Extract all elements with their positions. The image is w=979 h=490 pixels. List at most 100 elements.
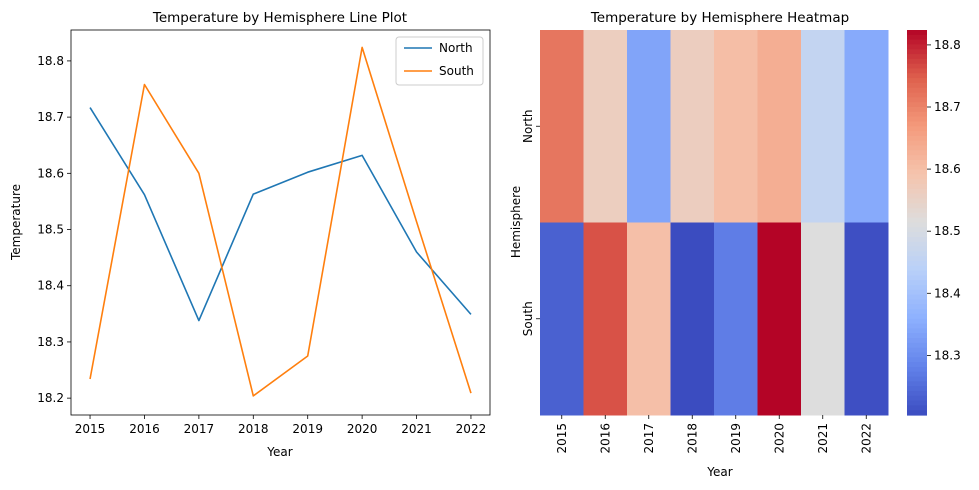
colorbar-segment — [907, 58, 927, 65]
colorbar-segment — [907, 222, 927, 228]
heatmap-y-axis-label: Hemisphere — [509, 186, 523, 258]
colorbar-segment — [907, 251, 927, 257]
heatmap-cell — [801, 30, 845, 223]
colorbar-segment — [907, 410, 927, 416]
line-y-tick-label: 18.2 — [37, 391, 64, 405]
line-y-tick-label: 18.8 — [37, 54, 64, 68]
colorbar-segment — [907, 280, 927, 286]
heatmap-chart: Temperature by Hemisphere Heatmap 2015 20… — [509, 10, 961, 479]
colorbar-segment — [907, 328, 927, 334]
colorbar-segment — [907, 318, 927, 325]
heatmap-x-tick-label: 2018 — [685, 423, 699, 454]
heatmap-cell — [757, 30, 802, 223]
heatmap-cell — [670, 30, 715, 223]
line-y-tick-label: 18.6 — [37, 166, 64, 180]
colorbar-segment — [907, 102, 927, 108]
colorbar-segment — [907, 400, 927, 406]
colorbar-segment — [907, 352, 927, 358]
colorbar-segment — [907, 246, 927, 252]
heatmap-x-axis-label: Year — [706, 465, 732, 479]
heatmap-y-tick-label: North — [521, 109, 535, 143]
colorbar-segment — [907, 34, 927, 41]
colorbar-segment — [907, 265, 927, 272]
colorbar-segment — [907, 49, 927, 55]
series-line-south — [89, 46, 472, 397]
heatmap-cell — [540, 222, 584, 416]
line-y-axis-label: Temperature — [9, 184, 23, 261]
series-line-north — [89, 107, 472, 322]
colorbar-segment — [907, 164, 927, 171]
heatmap-cell — [714, 222, 758, 416]
colorbar-segment — [907, 188, 927, 195]
line-x-tick-label: 2015 — [75, 422, 106, 436]
colorbar-segment — [907, 198, 927, 204]
colorbar-tick-label: 18.8 — [934, 38, 961, 52]
colorbar-segment — [907, 54, 927, 60]
colorbar-segment — [907, 386, 927, 392]
colorbar-segment — [907, 285, 927, 291]
colorbar-segment — [907, 256, 927, 262]
colorbar-segment — [907, 323, 927, 329]
heatmap-x-tick-label: 2015 — [555, 423, 569, 454]
colorbar-segment — [907, 92, 927, 98]
colorbar-segment — [907, 227, 927, 233]
heatmap-cell — [757, 222, 802, 416]
colorbar-segment — [907, 155, 927, 161]
heatmap-x-ticks: 2015 2016 2017 2018 2019 2020 2021 2022 — [555, 415, 873, 454]
legend-box — [395, 36, 484, 86]
line-chart: Temperature by Hemisphere Line Plot 2015… — [9, 10, 491, 459]
heatmap-x-tick-label: 2022 — [859, 423, 873, 454]
colorbar-segment — [907, 366, 927, 373]
colorbar-segment — [907, 405, 927, 411]
colorbar-segment — [907, 304, 927, 310]
colorbar-segment — [907, 111, 927, 118]
colorbar-segment — [907, 347, 927, 354]
colorbar-segment — [907, 270, 927, 277]
colorbar-segment — [907, 203, 927, 209]
colorbar-segment — [907, 395, 927, 402]
colorbar-segment — [907, 390, 927, 397]
heatmap-cell — [670, 222, 715, 416]
heatmap-x-tick-label: 2020 — [772, 423, 786, 454]
heatmap-cell — [844, 30, 889, 223]
colorbar-segment — [907, 145, 927, 151]
colorbar-segment — [907, 82, 927, 89]
colorbar-segment — [907, 73, 927, 79]
colorbar-segment — [907, 208, 927, 214]
heatmap-cell — [583, 30, 628, 223]
colorbar-segment — [907, 193, 927, 200]
colorbar-segment — [907, 121, 927, 127]
heatmap-cell — [844, 222, 889, 416]
line-x-tick-label: 2022 — [456, 422, 487, 436]
line-chart-title: Temperature by Hemisphere Line Plot — [152, 10, 407, 26]
line-x-tick-label: 2021 — [401, 422, 432, 436]
heatmap-cell — [627, 222, 671, 416]
colorbar-segment — [907, 131, 927, 137]
colorbar-tick-label: 18.7 — [934, 100, 961, 114]
colorbar-segment — [907, 376, 927, 382]
heatmap-cell — [801, 222, 845, 416]
line-y-ticks: 18.2 18.3 18.4 18.5 18.6 18.7 18.8 — [37, 54, 71, 405]
colorbar-segment — [907, 126, 927, 132]
colorbar-segment — [907, 299, 927, 305]
colorbar-tick-label: 18.6 — [934, 162, 961, 176]
heatmap-y-ticks: North South — [521, 109, 540, 336]
colorbar-segment — [907, 309, 927, 315]
colorbar-segment — [907, 78, 927, 84]
colorbar-segment — [907, 44, 927, 50]
heatmap-title: Temperature by Hemisphere Heatmap — [590, 10, 849, 26]
colorbar-segment — [907, 289, 927, 296]
colorbar-segment — [907, 169, 927, 175]
line-y-tick-label: 18.4 — [37, 279, 64, 293]
heatmap-x-tick-label: 2016 — [598, 423, 612, 454]
line-series-group — [89, 46, 472, 397]
colorbar-segment — [907, 63, 927, 70]
colorbar-segment — [907, 275, 927, 281]
colorbar-segment — [907, 371, 927, 378]
heatmap-cell — [627, 30, 671, 223]
colorbar-tick-label: 18.4 — [934, 286, 961, 300]
colorbar-segment — [907, 135, 927, 142]
heatmap-cell — [714, 30, 758, 223]
colorbar-segment — [907, 140, 927, 147]
